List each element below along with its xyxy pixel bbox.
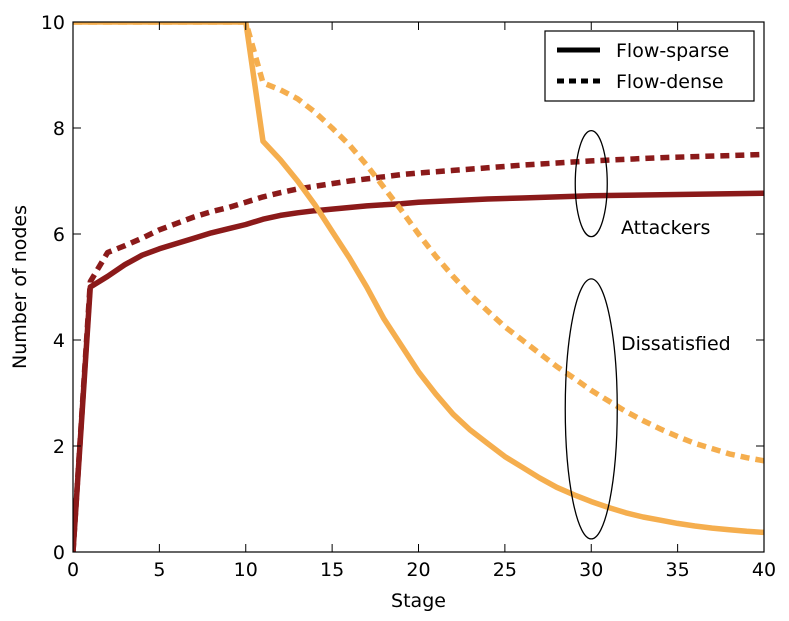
dissatisfied-solid-line (73, 22, 764, 536)
x-tick-label: 15 (320, 559, 344, 581)
legend: Flow-sparse Flow-dense (544, 30, 755, 102)
axis-ticks: 0 5 10 15 20 25 30 35 40 0 2 4 6 8 10 (41, 12, 776, 581)
attackers-dashed-line (73, 151, 764, 552)
attackers-solid-line (73, 190, 764, 552)
x-axis-label: Stage (391, 590, 446, 612)
annotation-dissatisfied: Dissatisfied (621, 333, 731, 355)
x-tick-label: 20 (406, 559, 430, 581)
dissatisfied-group-ellipse (564, 278, 618, 540)
annotation-attackers: Attackers (621, 217, 710, 239)
legend-box (544, 30, 755, 102)
y-tick-label: 6 (53, 224, 65, 246)
dissatisfied-dashed-line (73, 22, 764, 464)
y-axis-label: Number of nodes (9, 205, 31, 369)
y-tick-label: 4 (53, 330, 65, 352)
y-tick-label: 2 (53, 436, 65, 458)
x-tick-label: 0 (67, 559, 79, 581)
legend-label-flow-sparse: Flow-sparse (616, 40, 729, 62)
x-tick-label: 35 (666, 559, 690, 581)
x-tick-label: 30 (579, 559, 603, 581)
x-tick-label: 10 (234, 559, 258, 581)
x-tick-label: 25 (493, 559, 517, 581)
legend-label-flow-dense: Flow-dense (616, 71, 724, 93)
y-tick-label: 10 (41, 12, 65, 34)
y-tick-label: 8 (53, 118, 65, 140)
attackers-group-ellipse (574, 129, 608, 238)
x-tick-label: 5 (153, 559, 165, 581)
y-tick-label: 0 (53, 542, 65, 564)
x-tick-label: 40 (752, 559, 776, 581)
